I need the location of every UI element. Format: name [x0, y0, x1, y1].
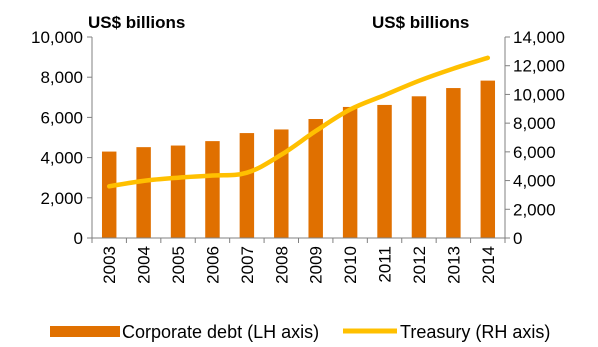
x-axis-tick-label: 2014 — [479, 246, 498, 284]
x-axis-tick-label: 2013 — [444, 246, 463, 284]
bar-series-group — [101, 80, 496, 238]
bar-2013 — [446, 88, 461, 238]
x-axis-tick-label: 2012 — [410, 246, 429, 284]
legend-swatch-corporate-debt — [50, 326, 120, 337]
right-axis-tick-label: 10,000 — [513, 85, 565, 104]
right-axis-unit-label: US$ billions — [372, 13, 469, 32]
x-axis-tick-label: 2004 — [135, 246, 154, 284]
left-axis-tick-label: 8,000 — [40, 68, 83, 87]
bar-2014 — [480, 80, 496, 238]
bar-2005 — [170, 145, 186, 238]
axes-group: 0 2,000 4,000 6,000 8,000 10,000 0 2,000 4,000 6,… — [31, 28, 565, 284]
right-axis-tick-label: 14,000 — [513, 28, 565, 47]
x-axis-tick-label: 2005 — [169, 246, 188, 284]
left-axis-tick-label: 10,000 — [31, 28, 83, 47]
right-axis-tick-label: 4,000 — [513, 172, 556, 191]
bar-2009 — [308, 119, 323, 238]
legend-label-treasury: Treasury (RH axis) — [400, 322, 550, 342]
bar-2010 — [342, 106, 358, 238]
left-axis-tick-label: 0 — [74, 229, 83, 248]
right-axis-tick-label: 2,000 — [513, 200, 556, 219]
bar-2004 — [136, 147, 151, 238]
bar-2003 — [101, 151, 117, 238]
bar-2007 — [239, 133, 255, 238]
x-axis-tick-label: 2010 — [341, 246, 360, 284]
x-axis-tick-label: 2003 — [100, 246, 119, 284]
bar-2006 — [205, 141, 220, 238]
x-axis-tick-label: 2007 — [238, 246, 257, 284]
x-axis-tick-label: 2006 — [203, 246, 222, 284]
left-axis-unit-label: US$ billions — [88, 13, 185, 32]
left-axis-tick-label: 2,000 — [40, 189, 83, 208]
right-axis-tick-label: 6,000 — [513, 143, 556, 162]
line-series-group — [106, 55, 491, 189]
bar-2012 — [411, 96, 427, 238]
legend: Corporate debt (LH axis) Treasury (RH ax… — [50, 322, 550, 342]
right-axis-tick-label: 0 — [513, 229, 522, 248]
treasury-line — [106, 55, 491, 189]
x-axis-tick-label: 2008 — [272, 246, 291, 284]
x-axis-tick-label: 2011 — [376, 246, 395, 283]
right-axis-tick-label: 8,000 — [513, 114, 556, 133]
legend-label-corporate-debt: Corporate debt (LH axis) — [122, 322, 319, 342]
left-axis-tick-label: 4,000 — [40, 149, 83, 168]
bar-2008 — [274, 129, 289, 238]
x-axis-tick-label: 2009 — [307, 246, 326, 284]
right-axis-tick-label: 12,000 — [513, 57, 565, 76]
left-axis-tick-label: 6,000 — [40, 108, 83, 127]
bar-2011 — [377, 104, 392, 238]
